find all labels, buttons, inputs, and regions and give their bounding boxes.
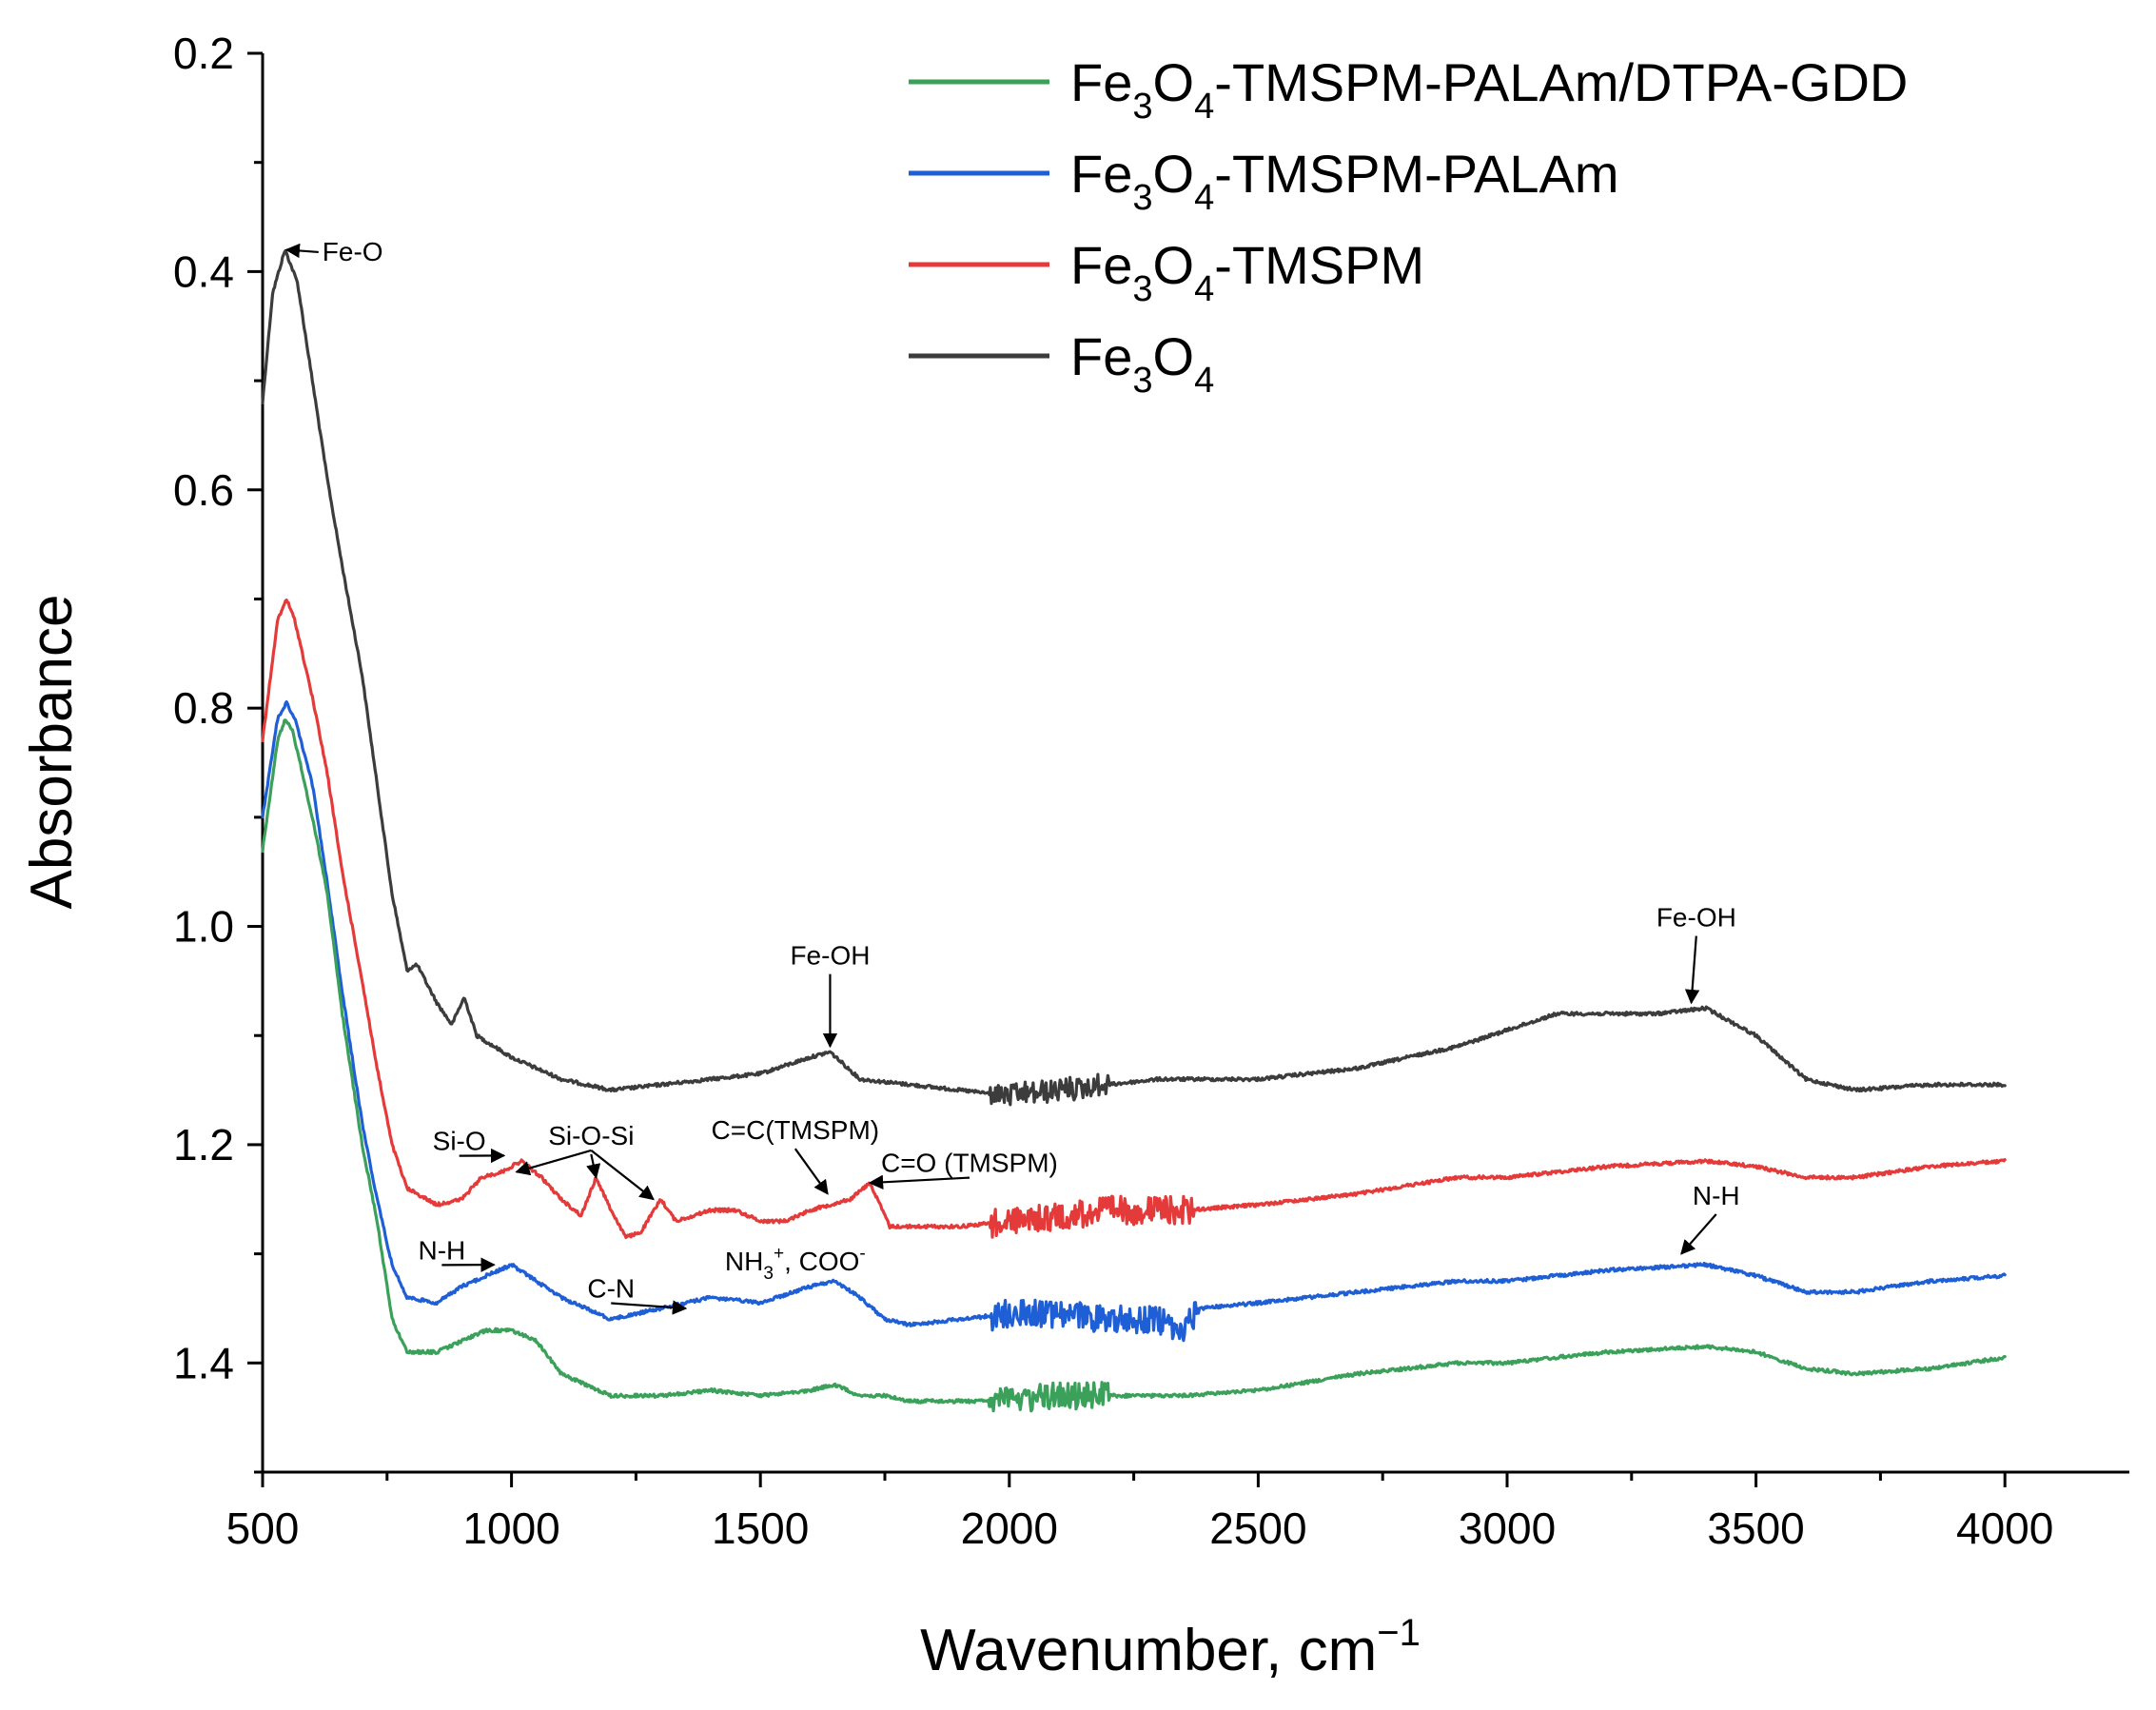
x-tick-label: 500 [226,1504,300,1553]
y-tick-label: 0.8 [173,683,234,733]
legend-label: Fe3O4 [1070,326,1214,401]
series-line-1 [261,699,2007,1343]
annotation-arrow [1680,1213,1717,1255]
x-axis-title: Wavenumber, cm−1 [920,1612,1421,1683]
x-tick-label: 3000 [1459,1504,1556,1553]
series-line-2 [261,599,2007,1240]
series-line-3 [261,248,2007,1107]
annotation-label: Fe-OH [1656,903,1736,933]
x-tick-label: 1500 [712,1504,809,1553]
annotation-arrow [284,243,319,259]
y-tick-label: 0.6 [173,465,234,515]
annotations: Fe-O Fe-OH Fe-OH Si-O Si-O-Si C=C(TMSPM)C=O (… [284,237,1740,1315]
annotation-label: Fe-O [323,237,383,266]
y-tick-label: 1.0 [173,902,234,952]
x-tick-label: 2500 [1209,1504,1306,1553]
legend-label: Fe3O4-TMSPM [1070,235,1424,309]
y-tick-label: 0.2 [173,29,234,78]
x-tick-label: 3500 [1707,1504,1804,1553]
legend-label: Fe3O4-TMSPM-PALAm/DTPA-GDD [1070,52,1908,127]
series-line-0 [261,718,2007,1413]
annotation-label: Fe-OH [790,941,870,971]
annotation-arrow [1684,935,1700,1005]
annotation-label: C-N [587,1273,635,1303]
annotation-label: Si-O [433,1127,486,1156]
annotation-label: N-H [1693,1181,1740,1210]
legend-item: Fe3O4-TMSPM-PALAm/DTPA-GDD [909,52,1908,127]
legend-item: Fe3O4-TMSPM [909,235,1424,309]
x-tick-label: 4000 [1956,1504,2053,1553]
y-tick-label: 1.4 [173,1338,234,1387]
annotation-label: NH3+, COO- [725,1244,866,1284]
annotation-label: N-H [418,1235,465,1265]
annotation-arrow [794,1148,829,1195]
annotation-arrow [868,1174,970,1190]
annotation-arrow [515,1149,592,1176]
legend-item: Fe3O4 [909,326,1214,401]
annotation-label: C=O (TMSPM) [881,1149,1058,1178]
annotation-arrow [590,1150,655,1201]
annotation-label: C=C(TMSPM) [712,1115,880,1145]
x-tick-label: 1000 [462,1504,559,1553]
annotation-arrow [611,1300,688,1315]
annotation-label: Si-O-Si [548,1121,634,1150]
x-tick-label: 2000 [961,1504,1058,1553]
legend: Fe3O4-TMSPM-PALAm/DTPA-GDD Fe3O4-TMSPM-PA… [909,52,1908,401]
legend-label: Fe3O4-TMSPM-PALAm [1070,144,1619,218]
legend-item: Fe3O4-TMSPM-PALAm [909,144,1619,218]
axes: 500 1000 1500 2000 2500 3000 3500 4000 0.2 0.4 0.6… [173,29,2129,1553]
y-tick-label: 1.2 [173,1120,234,1169]
y-tick-label: 0.4 [173,246,234,296]
annotation-arrow [586,1153,601,1179]
series-layer [261,248,2007,1413]
y-axis-title: Absorbance [19,595,85,910]
